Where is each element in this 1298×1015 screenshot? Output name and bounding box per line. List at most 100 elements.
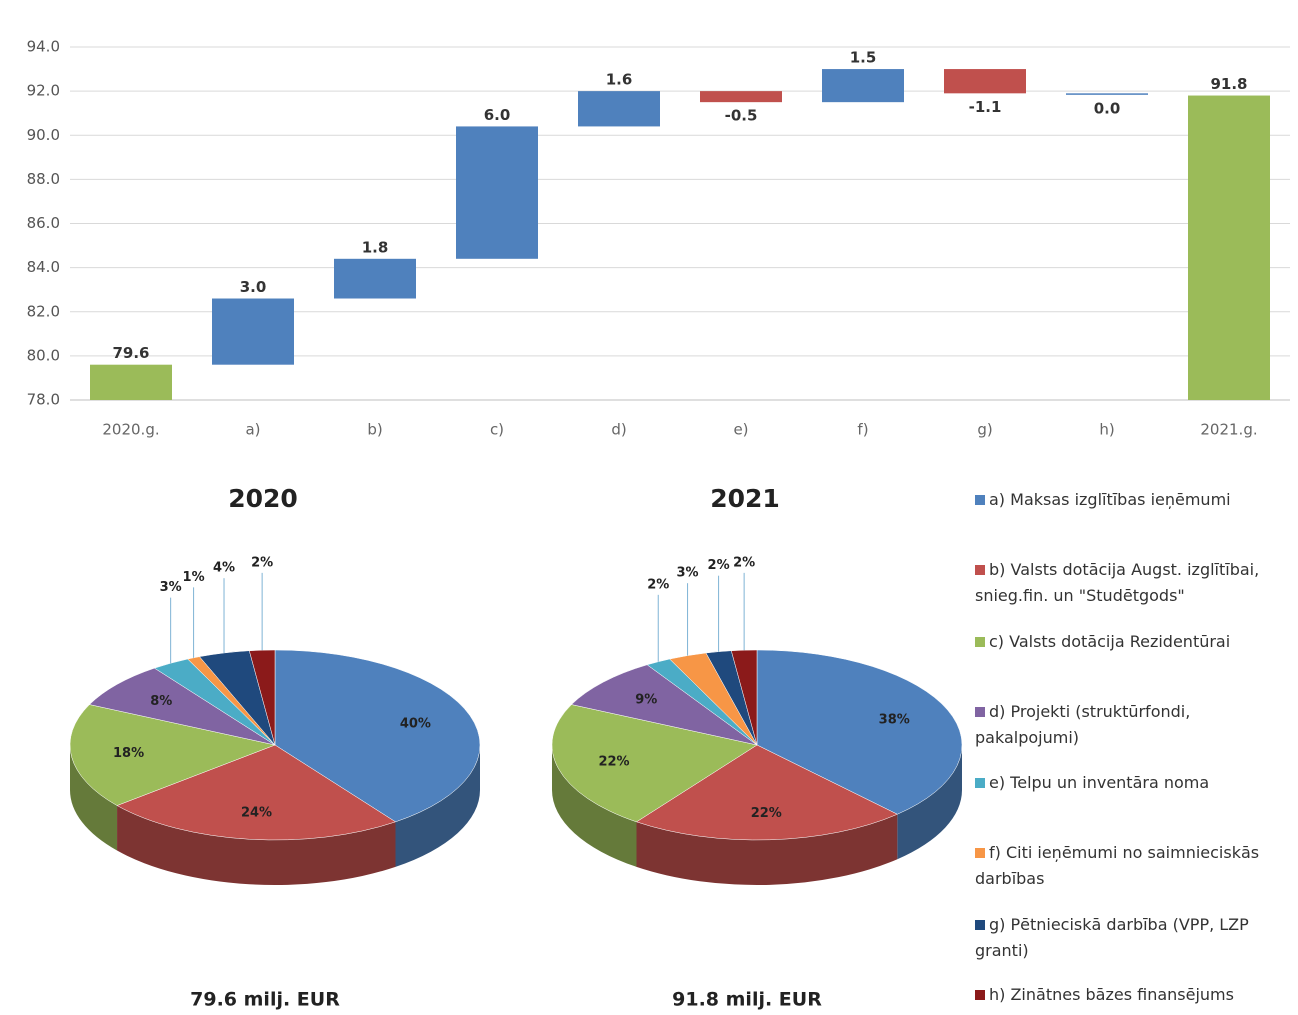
x-tick-label: d) xyxy=(611,421,626,439)
x-tick-label: 2020.g. xyxy=(102,421,159,439)
slice-label: 2% xyxy=(647,577,669,592)
bar xyxy=(700,91,782,103)
slice-label: 4% xyxy=(213,561,235,576)
data-label: 1.6 xyxy=(606,71,633,89)
slice-label: 2% xyxy=(733,555,755,570)
legend-swatch xyxy=(975,495,985,505)
x-tick-label: f) xyxy=(857,421,868,439)
slice-label: 24% xyxy=(241,805,272,820)
slice-label: 1% xyxy=(183,570,205,585)
bar xyxy=(212,298,294,365)
bar xyxy=(1066,93,1148,95)
bar xyxy=(822,69,904,103)
bar xyxy=(1188,95,1270,400)
legend-label: d) Projekti (struktūrfondi, pakalpojumi) xyxy=(975,702,1191,747)
x-tick-label: e) xyxy=(733,421,748,439)
pie-title: 2021 xyxy=(710,484,780,513)
x-tick-label: b) xyxy=(367,421,382,439)
data-label: 3.0 xyxy=(240,278,267,296)
slice-label: 38% xyxy=(879,712,910,727)
pie-slice xyxy=(69,704,276,806)
pie-tops xyxy=(551,649,963,841)
pie-slice xyxy=(756,649,963,815)
pie-title: 2020 xyxy=(228,484,298,513)
x-tick-label: c) xyxy=(490,421,504,439)
legend-item: c) Valsts dotācija Rezidentūrai xyxy=(975,629,1295,655)
legend-swatch xyxy=(975,637,985,647)
slice-label: 2% xyxy=(708,558,730,573)
pie-subtitle: 91.8 milj. EUR xyxy=(672,989,822,1011)
legend-swatch xyxy=(975,707,985,717)
data-label: 6.0 xyxy=(484,106,511,124)
data-label: 79.6 xyxy=(112,344,149,362)
legend-swatch xyxy=(975,778,985,788)
y-tick-label: 90.0 xyxy=(27,126,60,144)
slice-side xyxy=(395,745,481,867)
slice-label: 3% xyxy=(160,580,182,595)
data-label: 1.8 xyxy=(362,238,389,256)
legend-label: b) Valsts dotācija Augst. izglītībai, sn… xyxy=(975,560,1260,605)
y-tick-label: 82.0 xyxy=(27,302,60,320)
pie-slice xyxy=(571,664,758,746)
slice-label: 2% xyxy=(251,555,273,570)
pie-tops xyxy=(69,649,481,841)
legend-item: g) Pētnieciskā darbība (VPP, LZP granti) xyxy=(975,912,1295,964)
legend-swatch xyxy=(975,990,985,1000)
slice-side xyxy=(897,745,962,860)
y-tick-label: 84.0 xyxy=(27,258,60,276)
slice-side xyxy=(70,745,118,851)
legend-swatch xyxy=(975,920,985,930)
data-label: 1.5 xyxy=(850,49,877,67)
slice-label: 22% xyxy=(598,755,629,770)
slice-label: 9% xyxy=(635,692,657,707)
slice-side xyxy=(636,814,898,886)
y-tick-label: 88.0 xyxy=(27,170,60,188)
slice-side xyxy=(117,805,396,886)
bar xyxy=(578,91,660,127)
legend-item: b) Valsts dotācija Augst. izglītībai, sn… xyxy=(975,557,1295,609)
legend-label: h) Zinātnes bāzes finansējums xyxy=(989,985,1234,1004)
pie-slice xyxy=(274,649,481,823)
slice-label: 3% xyxy=(677,566,699,581)
pie-sides xyxy=(70,745,481,886)
legend-item: a) Maksas izglītības ieņēmumi xyxy=(975,487,1295,513)
slice-side xyxy=(552,745,637,867)
y-tick-label: 92.0 xyxy=(27,82,60,100)
slice-label: 22% xyxy=(751,806,782,821)
bar xyxy=(90,364,172,400)
y-tick-label: 86.0 xyxy=(27,214,60,232)
legend-label: c) Valsts dotācija Rezidentūrai xyxy=(989,632,1231,651)
pie-slice xyxy=(635,744,898,841)
legend-item: e) Telpu un inventāra noma xyxy=(975,770,1295,796)
legend-label: a) Maksas izglītības ieņēmumi xyxy=(989,490,1231,509)
bar xyxy=(456,126,538,259)
legend-label: g) Pētnieciskā darbība (VPP, LZP granti) xyxy=(975,915,1249,960)
data-label: 91.8 xyxy=(1210,75,1247,93)
y-tick-label: 94.0 xyxy=(27,38,60,56)
pie-subtitle: 79.6 milj. EUR xyxy=(190,989,340,1011)
x-tick-label: h) xyxy=(1099,421,1114,439)
y-tick-label: 78.0 xyxy=(27,391,60,409)
data-label: 0.0 xyxy=(1094,99,1121,117)
bar xyxy=(334,258,416,299)
y-tick-label: 80.0 xyxy=(27,346,60,364)
legend-swatch xyxy=(975,848,985,858)
legend-item: f) Citi ieņēmumi no saimnieciskās darbīb… xyxy=(975,840,1295,892)
pie-slice xyxy=(116,744,397,841)
legend-item: d) Projekti (struktūrfondi, pakalpojumi) xyxy=(975,699,1295,751)
legend-swatch xyxy=(975,565,985,575)
slice-label: 40% xyxy=(400,716,431,731)
slice-label: 18% xyxy=(113,746,144,761)
pie-slice xyxy=(89,667,276,746)
data-label: -1.1 xyxy=(969,98,1002,116)
x-tick-label: g) xyxy=(977,421,992,439)
legend-label: e) Telpu un inventāra noma xyxy=(989,773,1210,792)
legend-label: f) Citi ieņēmumi no saimnieciskās darbīb… xyxy=(975,843,1260,888)
pie-sides xyxy=(552,745,962,886)
legend-item: h) Zinātnes bāzes finansējums xyxy=(975,982,1295,1008)
slice-label: 8% xyxy=(150,694,172,709)
bar xyxy=(944,69,1026,94)
x-tick-label: a) xyxy=(245,421,260,439)
